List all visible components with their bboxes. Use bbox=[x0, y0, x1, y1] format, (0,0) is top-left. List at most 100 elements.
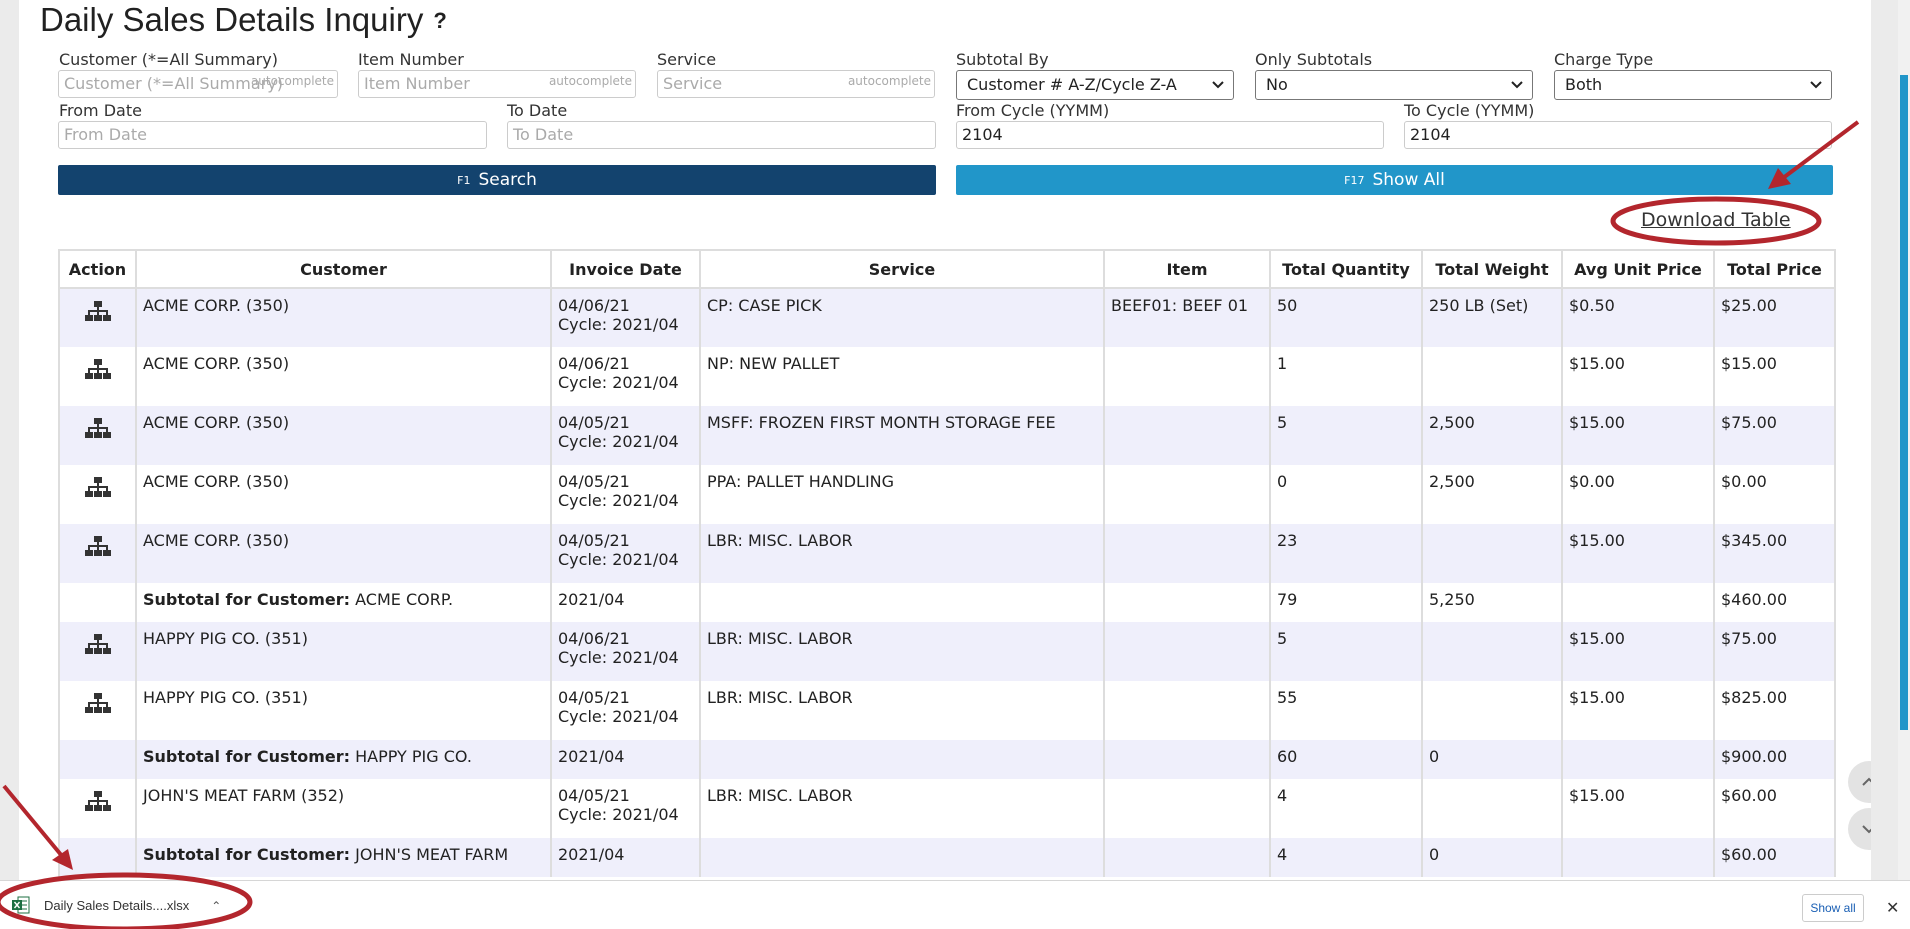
item-cell bbox=[1103, 524, 1271, 583]
action-cell[interactable] bbox=[58, 288, 137, 347]
item-cell bbox=[1103, 622, 1271, 681]
table-row: JOHN'S MEAT FARM (352) 04/05/21 Cycle: 202… bbox=[58, 779, 1836, 838]
total-quantity: 0 bbox=[1277, 472, 1288, 491]
avg-unit-price: $15.00 bbox=[1569, 629, 1625, 648]
from-date-placeholder: From Date bbox=[64, 125, 147, 144]
download-bar: Daily Sales Details....xlsx ⌃ bbox=[0, 880, 1910, 929]
to-cycle-value: 2104 bbox=[1410, 125, 1451, 144]
action-cell[interactable] bbox=[58, 465, 137, 524]
invoice-date-cell: 04/06/21 Cycle: 2021/04 bbox=[550, 347, 701, 406]
action-cell[interactable] bbox=[58, 347, 137, 406]
subtotal-by-select[interactable]: Customer # A-Z/Cycle Z-A bbox=[956, 70, 1234, 100]
customer-input[interactable]: Customer (*=All Summary) autocomplete bbox=[58, 70, 338, 98]
avg-unit-price-cell: $15.00 bbox=[1561, 622, 1715, 681]
customer-name: ACME CORP. (350) bbox=[143, 413, 290, 432]
item-number-placeholder: Item Number bbox=[364, 74, 470, 93]
from-date-input[interactable]: From Date bbox=[58, 121, 487, 149]
search-button[interactable]: F1 Search bbox=[58, 165, 936, 195]
close-icon[interactable]: ✕ bbox=[1886, 898, 1900, 917]
customer-name: ACME CORP. (350) bbox=[143, 472, 290, 491]
hierarchy-icon[interactable] bbox=[84, 301, 111, 326]
table-body: ACME CORP. (350) 04/06/21 Cycle: 2021/04 CP… bbox=[58, 288, 1836, 877]
invoice-date: 04/06/21 bbox=[558, 296, 630, 315]
action-cell bbox=[58, 838, 137, 877]
total-quantity-cell: 79 bbox=[1269, 583, 1423, 622]
download-table-link[interactable]: Download Table bbox=[1641, 209, 1791, 231]
scrollbar-thumb[interactable] bbox=[1900, 75, 1908, 730]
invoice-date-cell: 04/06/21 Cycle: 2021/04 bbox=[550, 622, 701, 681]
service-cell: MSFF: FROZEN FIRST MONTH STORAGE FEE bbox=[699, 406, 1105, 465]
scroll-down-button[interactable] bbox=[1848, 808, 1871, 850]
avg-unit-price-cell: $15.00 bbox=[1561, 406, 1715, 465]
service-cell: LBR: MISC. LABOR bbox=[699, 524, 1105, 583]
action-cell[interactable] bbox=[58, 406, 137, 465]
total-quantity-cell: 5 bbox=[1269, 406, 1423, 465]
hierarchy-icon[interactable] bbox=[84, 477, 111, 502]
action-cell[interactable] bbox=[58, 681, 137, 740]
total-price: $75.00 bbox=[1721, 413, 1777, 432]
item-number-input[interactable]: Item Number autocomplete bbox=[358, 70, 636, 98]
to-cycle-input[interactable]: 2104 bbox=[1404, 121, 1832, 149]
column-header: Total Quantity bbox=[1269, 249, 1423, 289]
total-quantity-cell: 4 bbox=[1269, 838, 1423, 877]
table-row: ACME CORP. (350) 04/05/21 Cycle: 2021/04 PP… bbox=[58, 465, 1836, 524]
hierarchy-icon[interactable] bbox=[84, 634, 111, 659]
avg-unit-price: $15.00 bbox=[1569, 413, 1625, 432]
only-subtotals-label: Only Subtotals bbox=[1255, 50, 1373, 69]
to-date-input[interactable]: To Date bbox=[507, 121, 936, 149]
total-price: $345.00 bbox=[1721, 531, 1788, 550]
avg-unit-price-cell bbox=[1561, 740, 1715, 779]
subtotal-by-label: Subtotal By bbox=[956, 50, 1049, 69]
table-row: ACME CORP. (350) 04/06/21 Cycle: 2021/04 NP… bbox=[58, 347, 1836, 406]
chevron-down-icon bbox=[1511, 81, 1523, 89]
service-input[interactable]: Service autocomplete bbox=[657, 70, 935, 98]
total-quantity: 79 bbox=[1277, 590, 1298, 609]
show-all-button[interactable]: F17 Show All bbox=[956, 165, 1833, 195]
only-subtotals-select[interactable]: No bbox=[1255, 70, 1533, 100]
subtotal-cycle: 2021/04 bbox=[558, 747, 625, 766]
service-cell: LBR: MISC. LABOR bbox=[699, 779, 1105, 838]
hierarchy-icon[interactable] bbox=[84, 359, 111, 384]
hierarchy-icon[interactable] bbox=[84, 693, 111, 718]
charge-type-value: Both bbox=[1565, 75, 1603, 94]
chevron-up-icon[interactable]: ⌃ bbox=[211, 899, 222, 913]
service-autocomplete-hint: autocomplete bbox=[847, 74, 931, 88]
from-cycle-input[interactable]: 2104 bbox=[956, 121, 1384, 149]
avg-unit-price-cell: $15.00 bbox=[1561, 779, 1715, 838]
invoice-date: 04/05/21 bbox=[558, 472, 630, 491]
total-price: $25.00 bbox=[1721, 296, 1777, 315]
action-cell[interactable] bbox=[58, 622, 137, 681]
subtotal-cycle: 2021/04 bbox=[558, 590, 625, 609]
avg-unit-price: $0.00 bbox=[1569, 472, 1615, 491]
subtotal-cycle: 2021/04 bbox=[558, 845, 625, 864]
hierarchy-icon[interactable] bbox=[84, 791, 111, 816]
chevron-down-icon bbox=[1810, 81, 1822, 89]
item-cell bbox=[1103, 740, 1271, 779]
from-date-label: From Date bbox=[59, 101, 142, 120]
from-cycle-value: 2104 bbox=[962, 125, 1003, 144]
total-price: $900.00 bbox=[1721, 747, 1788, 766]
total-weight: 250 LB (Set) bbox=[1429, 296, 1529, 315]
action-cell[interactable] bbox=[58, 779, 137, 838]
page-scrollbar[interactable] bbox=[1898, 0, 1910, 880]
action-cell[interactable] bbox=[58, 524, 137, 583]
action-cell bbox=[58, 583, 137, 622]
subtotal-label: Subtotal for Customer: bbox=[143, 590, 351, 609]
service-cell: CP: CASE PICK bbox=[699, 288, 1105, 347]
avg-unit-price-cell: $15.00 bbox=[1561, 681, 1715, 740]
column-header: Action bbox=[58, 249, 137, 289]
invoice-date: 04/05/21 bbox=[558, 413, 630, 432]
avg-unit-price-cell: $15.00 bbox=[1561, 524, 1715, 583]
show-all-downloads-button[interactable]: Show all bbox=[1802, 894, 1864, 922]
download-item[interactable]: Daily Sales Details....xlsx ⌃ bbox=[12, 895, 221, 917]
service-name: MSFF: FROZEN FIRST MONTH STORAGE FEE bbox=[707, 413, 1056, 432]
only-subtotals-value: No bbox=[1266, 75, 1288, 94]
scroll-up-button[interactable] bbox=[1848, 761, 1871, 803]
help-icon[interactable]: ? bbox=[433, 8, 447, 33]
item-cell bbox=[1103, 465, 1271, 524]
hierarchy-icon[interactable] bbox=[84, 418, 111, 443]
hierarchy-icon[interactable] bbox=[84, 536, 111, 561]
item-name: BEEF01: BEEF 01 bbox=[1111, 296, 1249, 315]
charge-type-select[interactable]: Both bbox=[1554, 70, 1832, 100]
customer-name: ACME CORP. (350) bbox=[143, 531, 290, 550]
